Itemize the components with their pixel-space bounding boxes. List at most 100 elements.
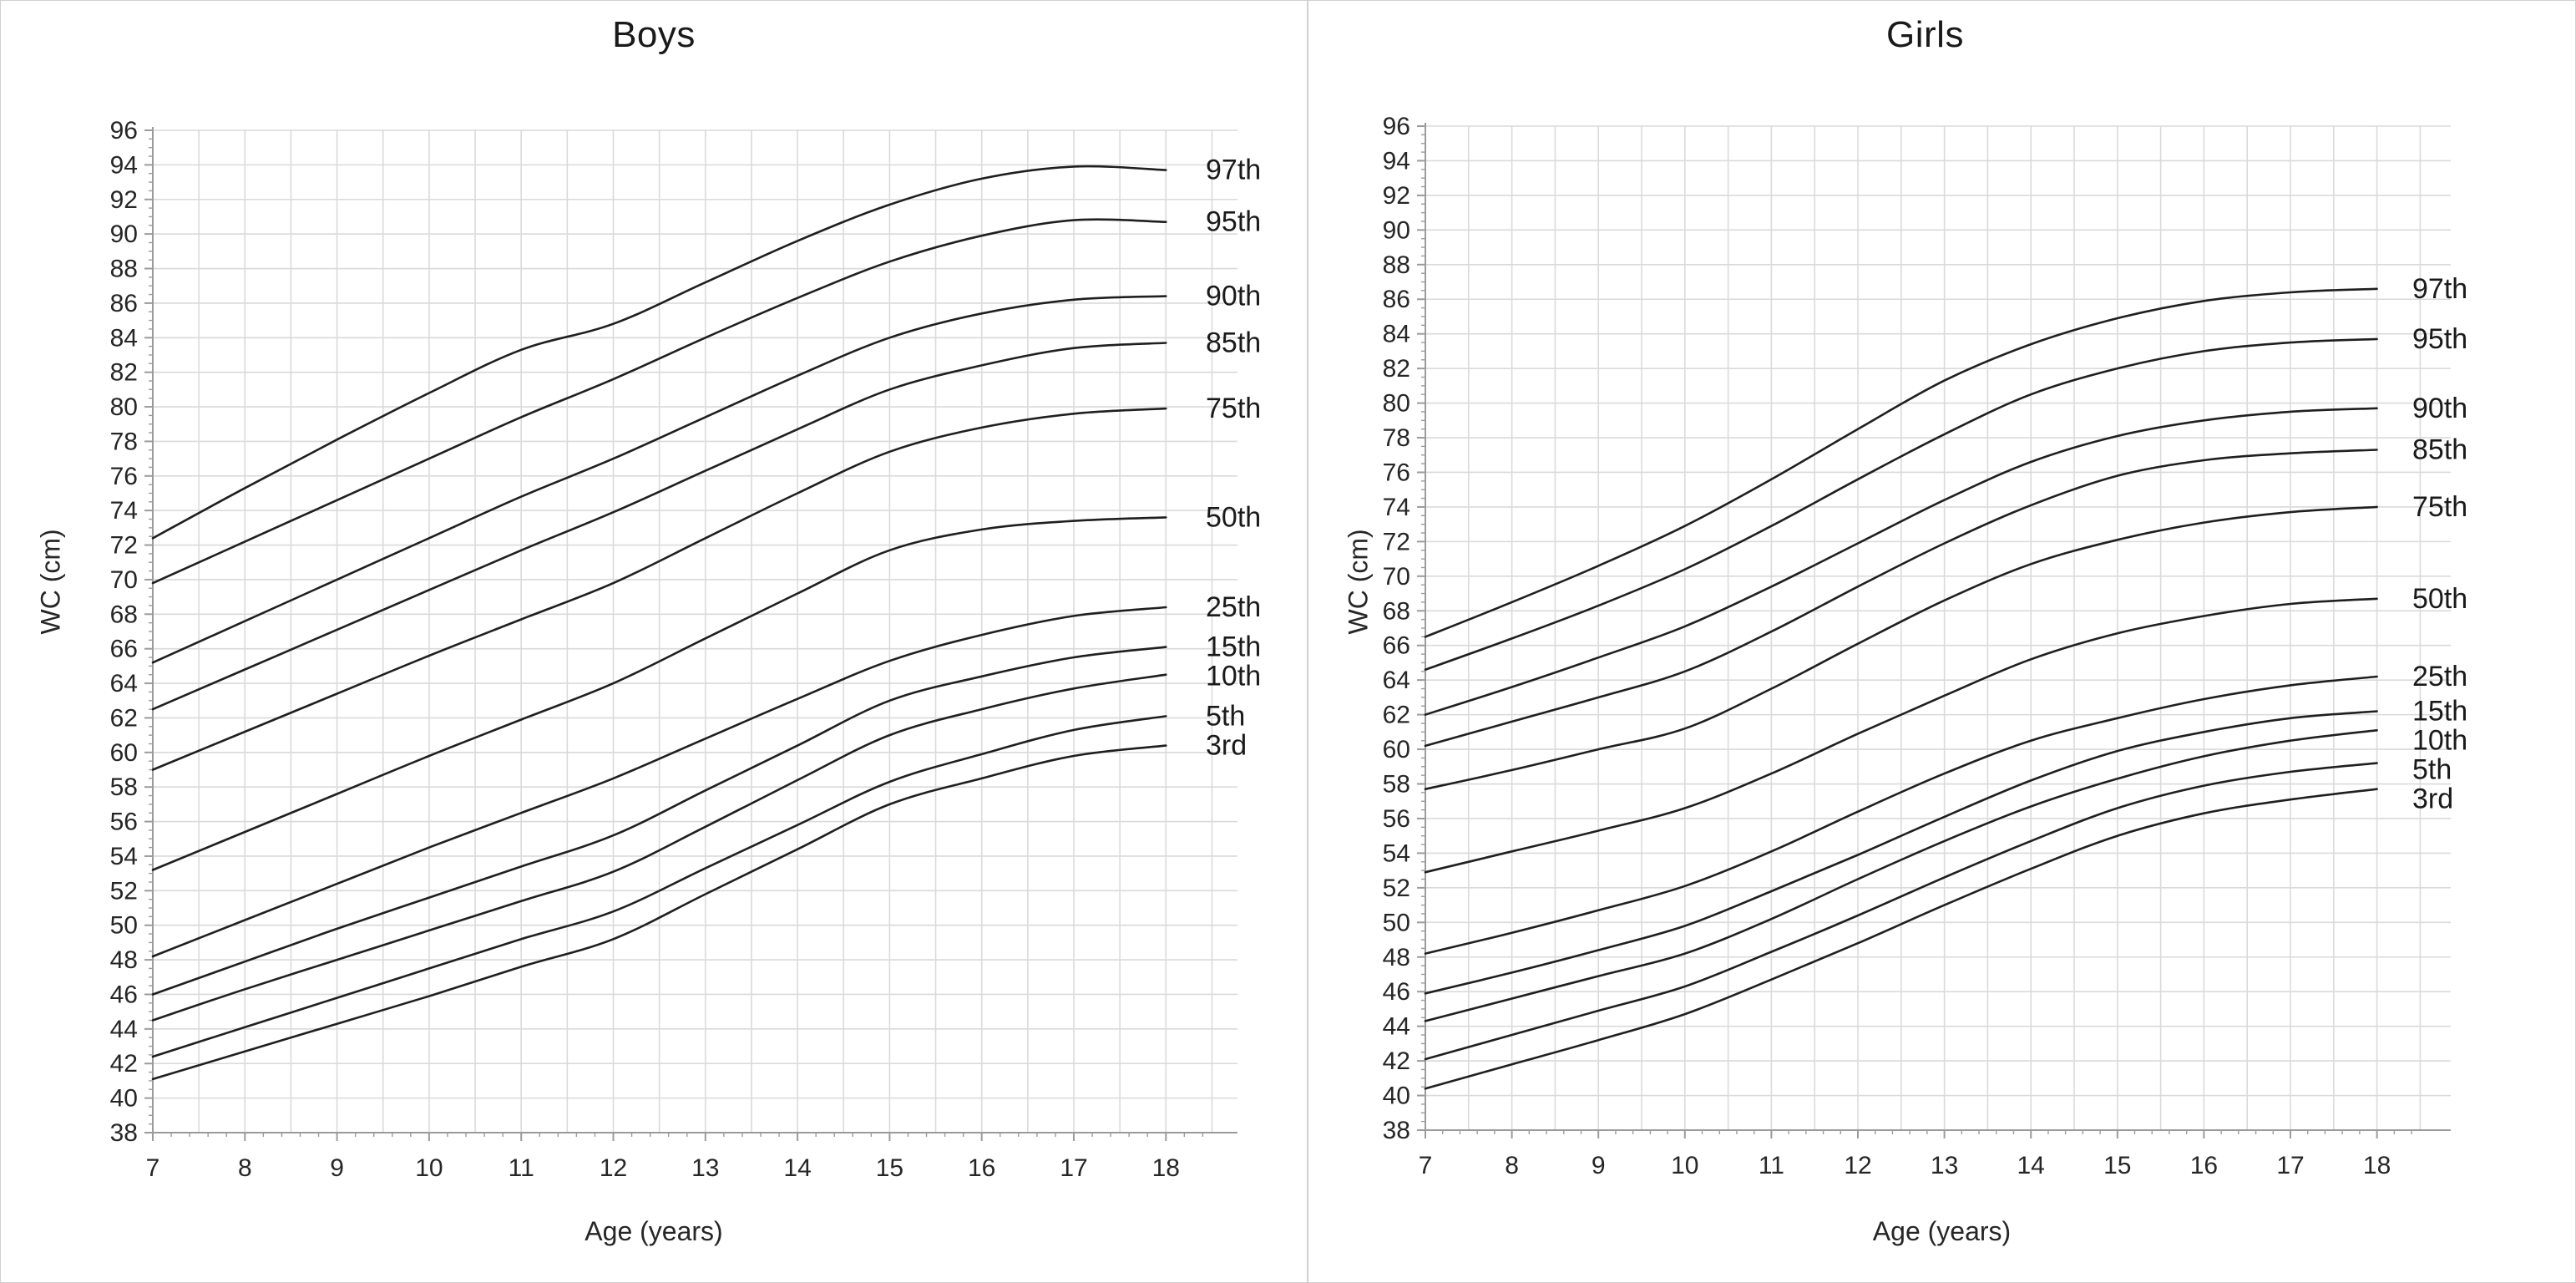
percentile-labels: 97th95th90th85th75th50th25th15th10th5th3…	[1206, 155, 1261, 762]
y-tick-label: 90	[110, 221, 138, 248]
percentile-curve-15th	[151, 646, 1167, 996]
y-tick-label: 62	[1383, 702, 1410, 729]
x-tick-label: 9	[1592, 1152, 1606, 1179]
y-tick-label: 42	[110, 1050, 138, 1078]
series-label-5th: 5th	[2412, 753, 2452, 785]
tick-labels: 38 40 42 44 46 48 50 52 54 56 58 60 62 64 66 68 70 72 74 76…	[1383, 113, 2391, 1179]
series-label-50th: 50th	[1206, 501, 1261, 533]
gridlines	[1425, 125, 2451, 1131]
percentile-curve-25th	[1424, 675, 2378, 955]
y-tick-label: 58	[110, 773, 138, 801]
x-tick-label: 17	[2276, 1152, 2304, 1179]
percentile-curve-50th	[1424, 597, 2378, 874]
boys-panel: 38 40 42 44 46 48 50 52 54 56 58 60 62 64 66 68 70 72 74 76…	[1, 1, 1307, 1282]
series-label-90th: 90th	[1206, 281, 1261, 312]
x-tick-label: 12	[600, 1154, 627, 1182]
series-label-75th: 75th	[1206, 393, 1261, 424]
panel-divider	[1307, 1, 1308, 1282]
y-tick-label: 76	[110, 463, 138, 490]
girls-chart: 38 40 42 44 46 48 50 52 54 56 58 60 62 64 66 68 70 72 74 76…	[1383, 113, 2468, 1179]
percentile-curve-10th	[151, 673, 1167, 1022]
y-tick-label: 42	[1383, 1047, 1410, 1075]
axes	[144, 127, 1237, 1141]
y-tick-label: 70	[110, 566, 138, 594]
y-tick-label: 52	[110, 877, 138, 905]
girls-title: Girls	[1886, 14, 1964, 55]
y-tick-label: 92	[110, 186, 138, 214]
percentile-curve-85th	[1424, 449, 2378, 748]
percentile-curve-25th	[151, 606, 1167, 958]
series-label-95th: 95th	[2412, 323, 2467, 355]
x-tick-label: 16	[2190, 1152, 2218, 1179]
y-tick-label: 54	[110, 843, 138, 870]
y-tick-label: 82	[1383, 355, 1410, 383]
y-tick-label: 48	[1383, 944, 1410, 971]
x-tick-label: 15	[2103, 1152, 2131, 1179]
y-tick-label: 40	[110, 1085, 138, 1113]
x-tick-label: 13	[1931, 1152, 1958, 1179]
y-tick-label: 78	[1383, 424, 1410, 452]
tick-marks	[144, 129, 1204, 1141]
y-tick-label: 40	[1383, 1083, 1410, 1110]
y-tick-label: 54	[1383, 839, 1410, 867]
y-tick-label: 68	[1383, 597, 1410, 625]
y-tick-label: 74	[1383, 494, 1410, 521]
percentile-curve-95th	[1424, 337, 2378, 671]
y-tick-label: 66	[110, 636, 138, 663]
y-tick-label: 38	[1383, 1117, 1410, 1144]
y-tick-label: 56	[110, 809, 138, 836]
percentile-curve-90th	[151, 295, 1167, 664]
y-tick-label: 96	[110, 117, 138, 145]
x-tick-label: 13	[691, 1154, 719, 1182]
boys-chart: 38 40 42 44 46 48 50 52 54 56 58 60 62 64 66 68 70 72 74 76…	[110, 117, 1262, 1182]
y-tick-label: 46	[1383, 978, 1410, 1006]
y-tick-label: 74	[110, 497, 138, 525]
x-tick-label: 17	[1060, 1154, 1087, 1182]
y-tick-label: 84	[1383, 321, 1410, 348]
y-tick-label: 46	[110, 981, 138, 1008]
percentile-labels: 97th95th90th85th75th50th25th15th10th5th3…	[2412, 273, 2467, 815]
percentile-curve-75th	[151, 407, 1167, 771]
percentile-curve-97th	[151, 165, 1167, 540]
girls-y-axis-title: WC (cm)	[1343, 529, 1374, 635]
y-tick-label: 96	[1383, 113, 1410, 140]
y-tick-label: 66	[1383, 632, 1410, 660]
y-tick-label: 64	[1383, 667, 1410, 694]
y-tick-label: 80	[110, 393, 138, 421]
tick-labels: 38 40 42 44 46 48 50 52 54 56 58 60 62 64 66 68 70 72 74 76…	[110, 117, 1180, 1182]
tick-marks	[1417, 125, 2412, 1138]
percentile-curve-3rd	[1424, 788, 2378, 1090]
girls-x-axis-title: Age (years)	[1872, 1216, 2012, 1246]
percentile-curve-50th	[151, 516, 1167, 871]
series-label-10th: 10th	[2412, 724, 2467, 756]
series-label-97th: 97th	[1206, 155, 1261, 186]
series-label-3rd: 3rd	[1206, 730, 1247, 762]
series-label-95th: 95th	[1206, 206, 1261, 238]
y-tick-label: 44	[1383, 1013, 1410, 1041]
y-tick-label: 88	[1383, 251, 1410, 279]
series-label-3rd: 3rd	[2412, 783, 2453, 814]
percentile-curve-85th	[151, 342, 1167, 711]
x-tick-label: 16	[968, 1154, 995, 1182]
x-tick-label: 7	[1419, 1152, 1433, 1179]
x-tick-label: 8	[238, 1154, 252, 1182]
x-tick-label: 8	[1505, 1152, 1519, 1179]
y-tick-label: 56	[1383, 805, 1410, 833]
y-tick-label: 62	[110, 704, 138, 732]
y-tick-label: 88	[110, 256, 138, 283]
y-tick-label: 64	[110, 670, 138, 697]
y-tick-label: 52	[1383, 875, 1410, 902]
percentile-curve-5th	[151, 715, 1167, 1058]
x-tick-label: 10	[1671, 1152, 1698, 1179]
series-label-85th: 85th	[1206, 327, 1261, 358]
series-label-15th: 15th	[1206, 631, 1261, 663]
percentile-curve-3rd	[151, 744, 1167, 1081]
y-tick-label: 58	[1383, 771, 1410, 799]
percentile-curves	[1424, 287, 2378, 1090]
percentile-curve-95th	[151, 218, 1167, 585]
x-tick-label: 12	[1844, 1152, 1871, 1179]
y-tick-label: 72	[110, 532, 138, 560]
series-label-5th: 5th	[1206, 700, 1245, 732]
series-label-90th: 90th	[2412, 393, 2467, 424]
